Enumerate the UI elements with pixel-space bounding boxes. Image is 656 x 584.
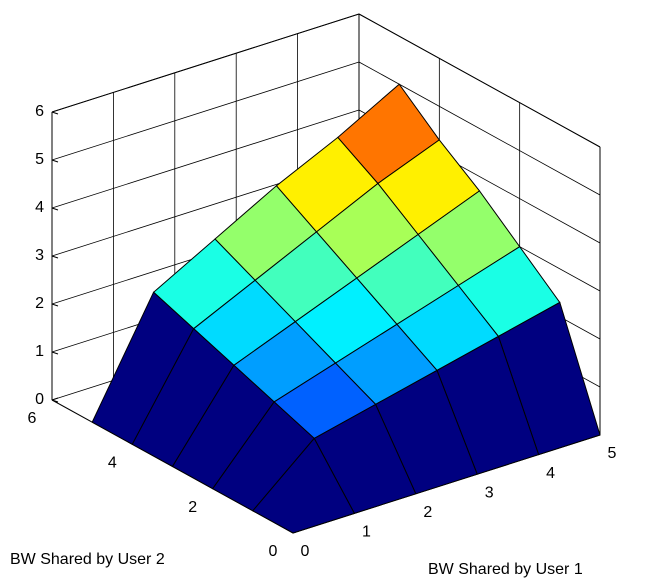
z-tick bbox=[51, 351, 59, 355]
x-tick-label: 0 bbox=[301, 543, 310, 560]
z-tick-label: 6 bbox=[35, 103, 44, 120]
y-tick-label: 2 bbox=[188, 499, 197, 516]
grid-line bbox=[51, 13, 360, 113]
x-axis-label: BW Shared by User 1 bbox=[428, 561, 583, 578]
surface-patch bbox=[252, 437, 356, 534]
x-tick-label: 5 bbox=[608, 445, 617, 462]
grid-line bbox=[51, 109, 360, 209]
x-tick-label: 2 bbox=[423, 504, 432, 521]
z-tick bbox=[51, 159, 59, 163]
z-tick-label: 0 bbox=[35, 391, 44, 408]
grid-line bbox=[358, 13, 601, 148]
grid-line bbox=[51, 61, 360, 161]
z-tick-label: 4 bbox=[35, 199, 44, 216]
z-tick bbox=[51, 255, 59, 259]
y-tick-label: 4 bbox=[108, 455, 117, 472]
z-tick bbox=[51, 399, 59, 403]
z-tick bbox=[51, 111, 59, 115]
x-tick-label: 1 bbox=[362, 524, 371, 541]
z-tick-label: 5 bbox=[35, 151, 44, 168]
y-axis-label: BW Shared by User 2 bbox=[10, 551, 165, 568]
y-tick-label: 6 bbox=[28, 410, 37, 427]
z-tick bbox=[51, 303, 59, 307]
z-tick bbox=[51, 207, 59, 211]
z-tick-label: 2 bbox=[35, 295, 44, 312]
x-tick-label: 4 bbox=[546, 465, 555, 482]
y-tick bbox=[51, 397, 59, 401]
z-tick-label: 1 bbox=[35, 343, 44, 360]
y-tick-label: 0 bbox=[269, 543, 278, 560]
x-tick-label: 3 bbox=[485, 484, 494, 501]
z-tick-label: 3 bbox=[35, 247, 44, 264]
